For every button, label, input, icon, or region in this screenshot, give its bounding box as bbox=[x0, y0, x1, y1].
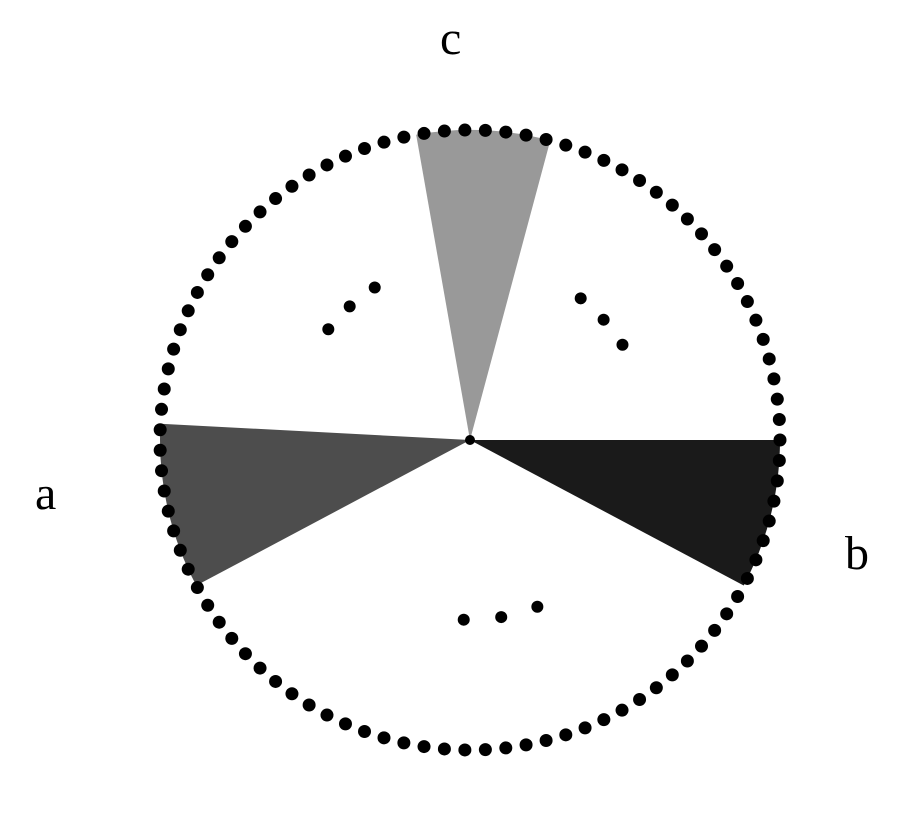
label-a: a bbox=[35, 470, 56, 518]
label-c: c bbox=[440, 15, 461, 63]
label-b: b bbox=[845, 530, 869, 578]
center-dot bbox=[465, 435, 475, 445]
pie-diagram bbox=[0, 0, 921, 827]
